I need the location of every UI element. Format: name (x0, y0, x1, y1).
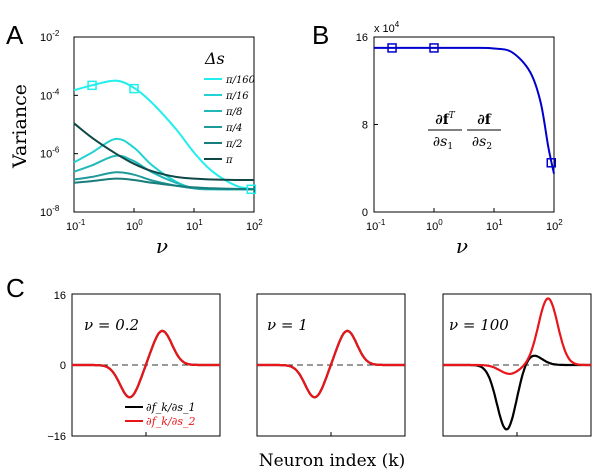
panel-c-series-3-2 (443, 297, 591, 376)
panel-c-label-3: ν = 100 (449, 316, 509, 334)
panel-a-series-5 (73, 177, 255, 191)
panel-a-legend-label-4: π/4 (225, 123, 242, 134)
panel-label-c: C (6, 273, 25, 303)
panel-b-xtick-label: 100 (426, 218, 443, 233)
panel-b-xlabel: ν (456, 234, 468, 258)
panel-a-legend-label-2: π/16 (225, 91, 249, 102)
panel-b-curve (374, 43, 557, 174)
panel-b-xtick-label: 102 (546, 218, 563, 233)
panel-b-xtick-label: 101 (486, 218, 503, 233)
panel-c-ytick-bottom: −16 (47, 431, 66, 443)
panel-b-marker-2 (429, 43, 439, 53)
panel-label-b: B (312, 20, 329, 50)
panel-a-xtick-label: 10-1 (66, 218, 86, 233)
panel-a-ytick-label: 10-6 (40, 146, 60, 161)
panel-a-ytick-label: 10-2 (40, 29, 60, 44)
panel-c-series-3-1 (443, 354, 591, 431)
panel-a-ytick-label: 10-8 (40, 204, 60, 219)
fraction-1-numerator: ∂fT (435, 111, 456, 128)
panel-a-xtick-label: 100 (126, 218, 143, 233)
panel-b: 10-1 100 101 102 0 8 16 x 104 ν ∂fT ∂s1 ∂f ∂s… (356, 20, 564, 258)
panel-b-xtick-label: 10-1 (366, 218, 386, 233)
panel-b-series (374, 46, 555, 174)
panel-c-label-2: ν = 1 (267, 316, 308, 334)
panel-b-ytick-label: 16 (356, 32, 368, 44)
panel-a-series-6 (73, 122, 255, 182)
fraction-2-numerator: ∂f (477, 112, 491, 128)
panel-c-label-1: ν = 0.2 (84, 316, 139, 334)
panel-a-ylabel: Variance (9, 84, 31, 169)
panel-a-marker-1 (87, 80, 97, 91)
panel-a-legend: π/160 π/16 π/8 π/4 π/2 π (204, 75, 256, 166)
panel-c-ytick-top: 16 (54, 290, 66, 302)
panel-a-legend-label-6: π (225, 155, 233, 166)
panel-b-marker-1 (387, 43, 397, 53)
panel-b-axes (373, 36, 555, 213)
legend-label-s1: ∂f_k/∂s_1 (146, 401, 195, 414)
panel-b-ytick-label: 8 (362, 120, 368, 132)
panel-a-legend-label-1: π/160 (225, 75, 256, 86)
panel-a-xtick-label: 101 (186, 218, 203, 233)
panel-a-xlabel: ν (156, 234, 168, 258)
panel-c-legend: ∂f_k/∂s_1 ∂f_k/∂s_2 (125, 401, 195, 428)
panel-b-scale: x 104 (374, 20, 400, 35)
panel-a-marker-3 (246, 184, 257, 195)
panel-c-xlabel: Neuron index (k) (259, 451, 405, 471)
panel-b-ytick-label: 0 (362, 207, 368, 219)
panel-a-marker-2 (129, 83, 139, 94)
panel-a-legend-label-5: π/2 (225, 139, 242, 150)
panel-c-curves (72, 297, 591, 436)
panel-label-a: A (6, 20, 24, 50)
panel-a-legend-title: Δs (204, 49, 225, 68)
panel-b-x-ticks: 10-1 100 101 102 (366, 208, 563, 233)
panel-c-ytick-mid: 0 (60, 360, 66, 372)
panel-b-marker-3 (546, 158, 557, 168)
panel-a-curves (73, 79, 257, 195)
panel-a: 10-1 100 101 102 10-810-610-410-2 Variance … (9, 29, 263, 258)
panel-b-annotation: ∂fT ∂s1 ∂f ∂s2 (428, 111, 501, 152)
panel-a-x-ticks: 10-1 100 101 102 (66, 208, 263, 233)
panel-c-series-2-2 (257, 329, 405, 399)
panel-a-ytick-label: 10-4 (40, 87, 60, 102)
panel-a-xtick-label: 102 (246, 218, 263, 233)
panel-a-y-ticks: 10-8 10-6 10-4 10-2 (40, 29, 78, 219)
panel-b-y-ticks: 0 8 16 (356, 32, 378, 219)
legend-label-s2: ∂f_k/∂s_2 (146, 415, 195, 428)
fraction-1-denominator: ∂s1 (433, 134, 453, 152)
fraction-2-denominator: ∂s2 (472, 134, 492, 152)
panel-c: 16 0 −16 ν = 0.2 ν = 1 ν = 100 ∂f_k/∂s_1… (47, 290, 592, 471)
panel-c-series-1-2 (72, 329, 220, 399)
panel-a-legend-label-3: π/8 (225, 107, 242, 118)
